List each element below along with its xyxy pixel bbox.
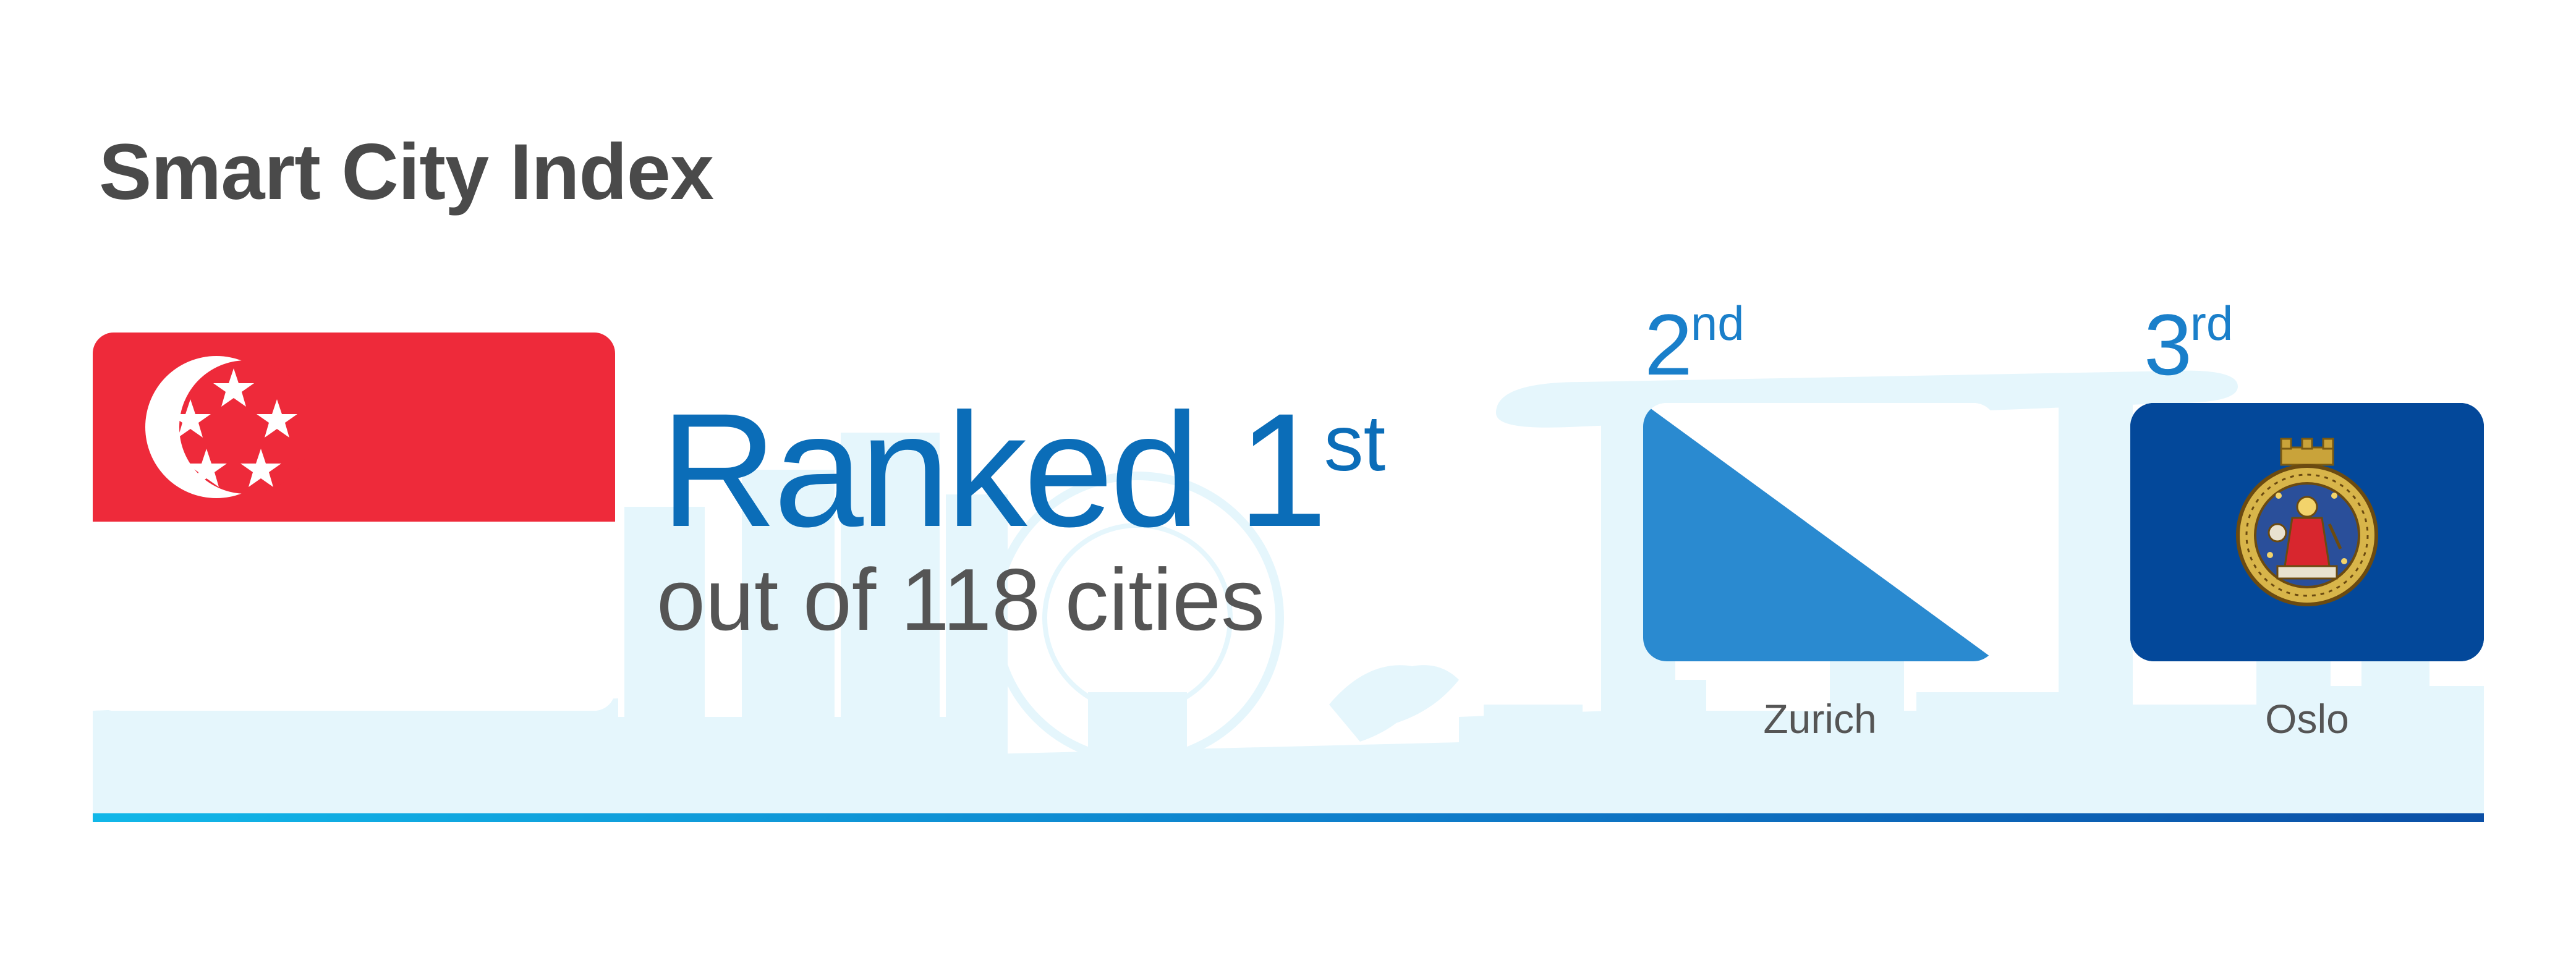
third-place-label: 3rd — [2144, 299, 2233, 388]
second-place-label: 2nd — [1644, 299, 1745, 388]
zurich-flag-icon — [1643, 403, 1997, 661]
ranked-first-heading: Ranked 1st — [660, 389, 1385, 551]
rank-text: Ranked 1 — [660, 379, 1328, 561]
page-title: Smart City Index — [99, 128, 714, 216]
rank-suffix: rd — [2190, 296, 2234, 350]
rank-number: 3 — [2144, 296, 2192, 393]
rank-suffix: st — [1324, 399, 1386, 488]
rank-suffix: nd — [1690, 296, 1745, 350]
oslo-city-name: Oslo — [2265, 696, 2349, 742]
zurich-city-name: Zurich — [1763, 696, 1877, 742]
singapore-flag-icon — [93, 333, 615, 711]
rank-number: 2 — [1644, 296, 1693, 393]
oslo-flag-icon — [2130, 403, 2484, 661]
ranked-subtitle: out of 118 cities — [657, 551, 1265, 649]
bottom-divider — [93, 813, 2484, 822]
